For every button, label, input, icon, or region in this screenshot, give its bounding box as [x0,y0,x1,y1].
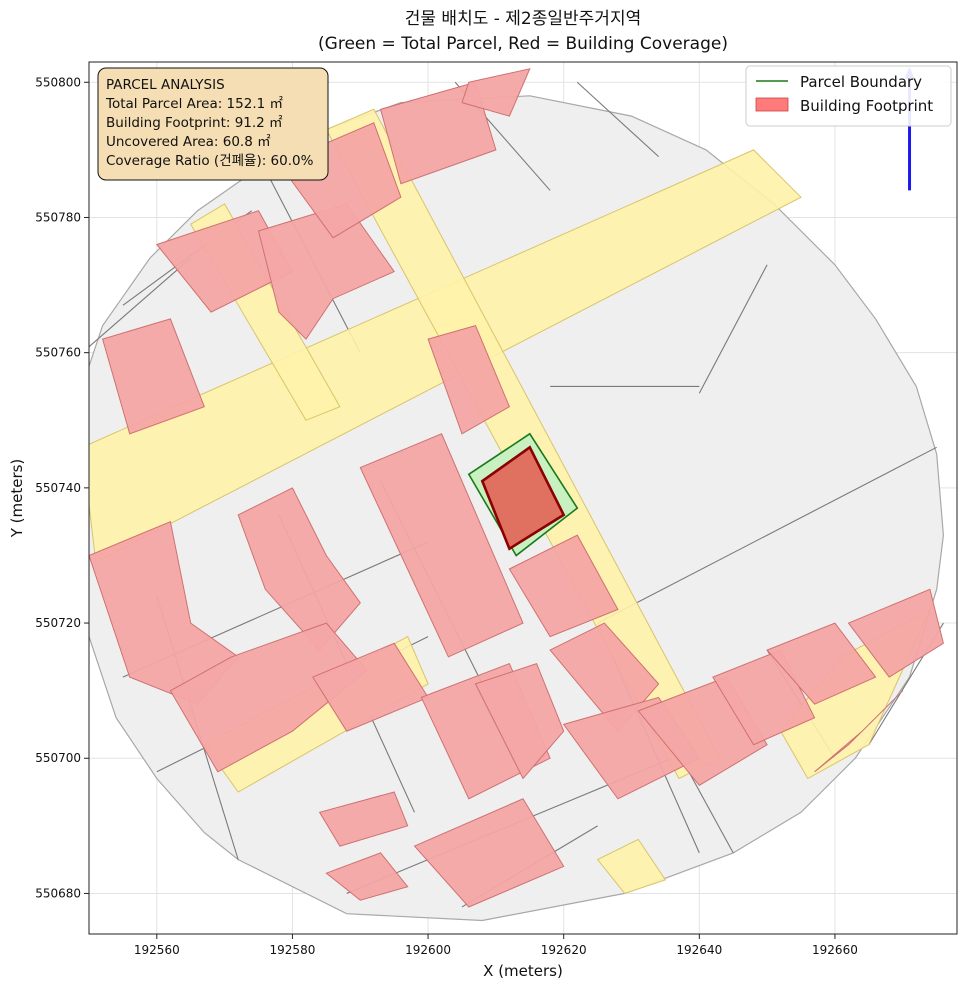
parcel-line-4 [576,81,659,158]
plot-area [89,66,945,922]
building-20 [847,588,944,678]
info-line-footprint: Building Footprint: 91.2 ㎡ [106,115,283,131]
building-23 [318,791,409,847]
building-10 [359,433,524,658]
x-axis-ticks: 192560 192580 192600 192620 192640 192660 [134,934,858,957]
info-line-total: Total Parcel Area: 152.1 ㎡ [105,96,283,112]
x-tick-label-1: 192580 [270,943,316,957]
legend-parcel-boundary-label: Parcel Boundary [800,73,922,91]
building-11 [427,324,511,435]
building-21 [814,690,904,773]
y-tick-label-1: 550700 [35,751,81,765]
building-0 [101,318,205,435]
x-tick-label-0: 192560 [134,943,180,957]
x-tick-label-3: 192620 [541,943,587,957]
building-22 [413,798,565,908]
x-tick-label-5: 192660 [812,943,858,957]
target-building [480,445,566,551]
legend-background [745,65,952,127]
parcel-line-17 [698,264,768,394]
building-15 [549,622,660,732]
road-5 [596,838,667,894]
legend: Parcel Boundary Building Footprint [745,65,952,127]
info-line-title: PARCEL ANALYSIS [106,77,225,93]
y-tick-label-6: 550800 [35,75,81,89]
y-tick-label-2: 550720 [35,616,81,630]
y-axis-ticks: 550680 550700 550720 550740 550760 550780 5508… [35,75,89,900]
building-24 [325,852,409,901]
x-tick-label-2: 192600 [405,943,451,957]
x-tick-label-4: 192640 [676,943,722,957]
info-box: PARCEL ANALYSIS Total Parcel Area: 152.1… [97,67,329,181]
chart-title: 건물 배치도 - 제2종일반주거지역 [405,9,641,29]
info-line-coverage: Coverage Ratio (건폐율): 60.0% [106,153,314,169]
building-19 [766,622,877,705]
target-parcel-group [467,432,579,557]
x-axis-label: X (meters) [483,962,563,980]
parcel-line-0 [89,257,192,348]
buildings [89,68,944,908]
building-4 [379,81,497,185]
y-axis-label: Y (meters) [8,459,26,539]
legend-building-footprint-label: Building Footprint [800,97,933,115]
plot-frame [88,61,958,935]
y-tick-label-5: 550780 [35,210,81,224]
building-7 [237,487,361,651]
y-tick-label-0: 550680 [35,886,81,900]
info-line-uncovered: Uncovered Area: 60.8 ㎡ [106,134,271,150]
building-13 [474,662,565,780]
building-14 [508,534,619,638]
chart-subtitle: (Green = Total Parcel, Red = Building Co… [318,34,728,54]
y-tick-label-4: 550760 [35,346,81,360]
legend-building-footprint-swatch [755,97,789,112]
y-tick-label-3: 550740 [35,481,81,495]
building-5 [461,68,531,117]
parcel-line-12 [597,446,937,624]
info-box-background [97,67,329,181]
